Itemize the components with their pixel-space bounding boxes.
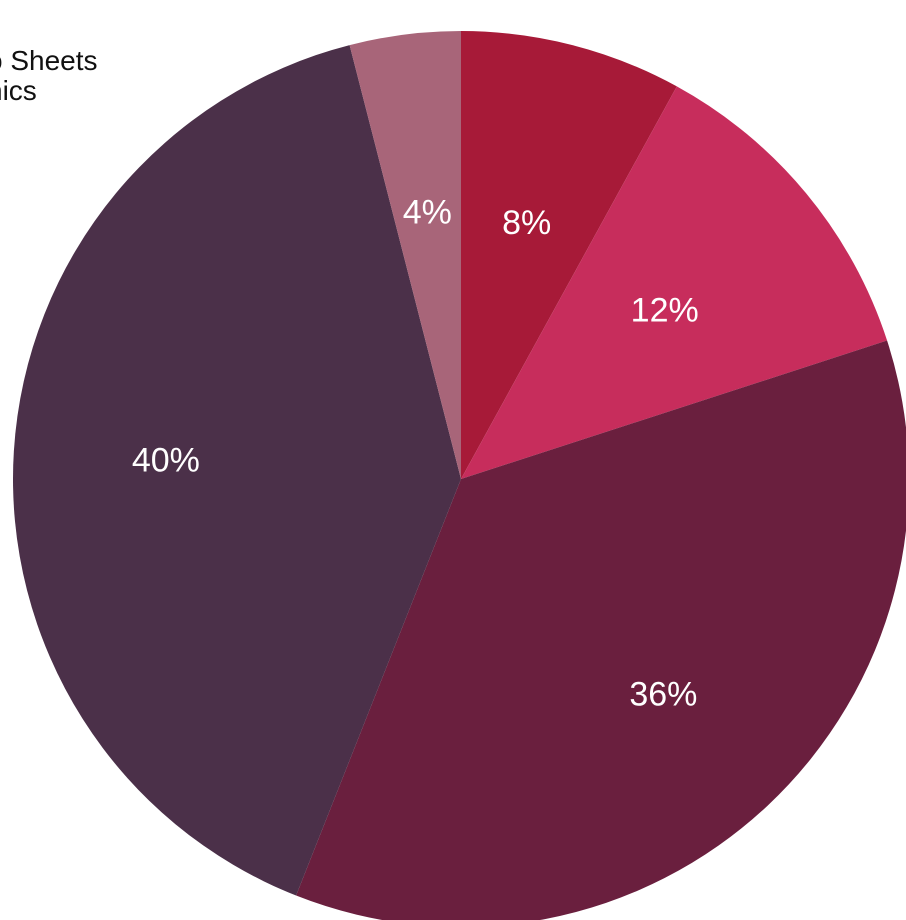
pie-slice [12, 45, 462, 896]
legend-entry: nics [0, 75, 37, 106]
slice-label: 12% [631, 292, 699, 330]
legend-entry: o Sheets [0, 45, 98, 76]
slice-label: 40% [132, 441, 200, 479]
pie-slice [296, 340, 906, 920]
slice-label: 36% [629, 676, 697, 714]
legend-entry [0, 16, 98, 46]
pie-slice [349, 31, 461, 479]
slice-label: 4% [403, 193, 452, 231]
pie-slice [461, 31, 677, 479]
pie-slice [461, 86, 888, 479]
legend: s o Sheets nics [0, 0, 98, 106]
slice-label: 8% [502, 204, 551, 242]
legend-entry: s [0, 0, 98, 16]
